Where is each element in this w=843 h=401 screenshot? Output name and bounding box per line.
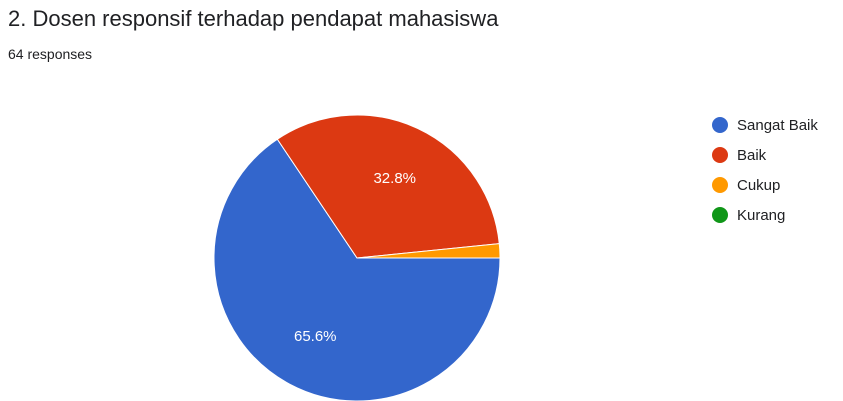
legend-item-kurang[interactable]: Kurang — [712, 205, 818, 225]
legend-label-cukup: Cukup — [737, 176, 781, 194]
legend-item-cukup[interactable]: Cukup — [712, 175, 818, 195]
legend-swatch-cukup — [712, 177, 728, 193]
legend-label-baik: Baik — [737, 146, 767, 164]
pie-slice-cukup[interactable] — [356, 243, 501, 259]
pie-label-sangat-baik: 65.6% — [294, 328, 337, 345]
pie-label-baik: 32.8% — [373, 170, 416, 187]
pie-slice-baik[interactable] — [276, 114, 500, 259]
legend-item-baik[interactable]: Baik — [712, 145, 818, 165]
legend-swatch-sangat-baik — [712, 117, 728, 133]
legend-label-sangat-baik: Sangat Baik — [737, 116, 818, 134]
pie-slice-sangat-baik[interactable] — [213, 138, 501, 401]
page-title: 2. Dosen responsif terhadap pendapat mah… — [8, 6, 499, 31]
legend-swatch-kurang — [712, 207, 728, 223]
chart-legend: Sangat Baik Baik Cukup Kurang — [712, 115, 818, 235]
legend-item-sangat-baik[interactable]: Sangat Baik — [712, 115, 818, 135]
legend-swatch-baik — [712, 147, 728, 163]
response-count: 64 responses — [8, 46, 93, 62]
legend-label-kurang: Kurang — [737, 206, 786, 224]
